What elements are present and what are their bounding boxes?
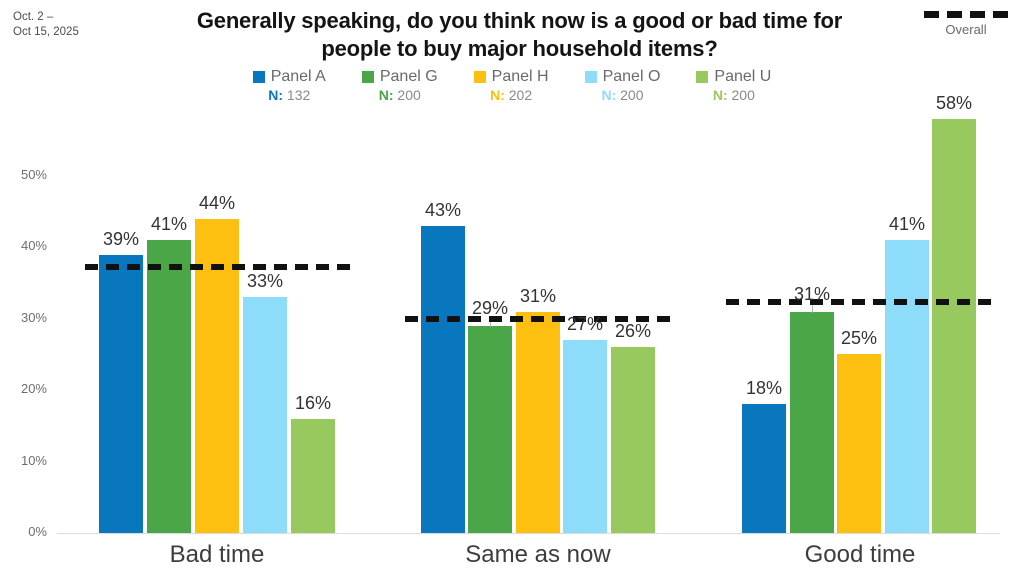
bar-value-label: 27% <box>566 314 604 334</box>
label-connector-line <box>490 317 491 327</box>
n-count: 200 <box>620 87 644 103</box>
bar-value-label: 25% <box>840 328 878 348</box>
panel-a-swatch-icon <box>252 71 265 83</box>
category-label-bad-time: Bad time <box>169 541 265 568</box>
legend-item-panel-o: Panel O N: 200 <box>584 68 661 103</box>
label-connector-line <box>812 303 813 313</box>
bar-bad-time-panel-h <box>195 219 239 533</box>
bar-good-time-panel-g <box>790 312 834 533</box>
legend-label: Panel U <box>714 68 772 85</box>
y-tick-40: 40% <box>20 238 47 253</box>
y-tick-0: 0% <box>28 524 47 539</box>
legend-item-panel-g: Panel G N: 200 <box>361 68 438 103</box>
overall-legend-label: Overall <box>945 22 987 37</box>
panel-u-swatch-icon <box>696 71 709 83</box>
bar-bad-time-panel-g <box>147 240 191 533</box>
bar-value-label: 44% <box>198 193 236 213</box>
bar-same-as-now-panel-u <box>611 347 655 533</box>
date-range: Oct. 2 – Oct 15, 2025 <box>13 10 79 40</box>
bar-value-label: 33% <box>246 271 284 291</box>
y-tick-30: 30% <box>20 310 47 325</box>
bar-good-time-panel-a <box>742 404 786 533</box>
bar-value-label: 26% <box>614 321 652 341</box>
bar-value-label: 41% <box>888 214 926 234</box>
bar-value-label: 39% <box>102 229 140 249</box>
x-axis-line <box>57 533 1000 534</box>
n-prefix: N: <box>490 87 505 103</box>
n-count: 200 <box>397 87 421 103</box>
bar-same-as-now-panel-o <box>563 340 607 533</box>
bar-value-label: 18% <box>745 378 783 398</box>
bar-same-as-now-panel-g <box>468 326 512 533</box>
y-tick-20: 20% <box>20 381 47 396</box>
title-line1: Generally speaking, do you think now is … <box>196 8 843 33</box>
bar-value-label: 41% <box>150 214 188 234</box>
bar-good-time-panel-h <box>837 354 881 533</box>
overall-line-bad-time <box>85 264 350 270</box>
bar-bad-time-panel-a <box>99 255 143 533</box>
legend-item-panel-a: Panel A N: 132 <box>252 68 326 103</box>
legend-item-panel-u: Panel U N: 200 <box>696 68 771 103</box>
legend-item-panel-h: Panel H N: 202 <box>473 68 549 103</box>
bar-value-label: 43% <box>424 200 462 220</box>
category-label-good-time: Good time <box>804 541 916 568</box>
overall-dashed-line-icon <box>924 11 1008 18</box>
page-title: Generally speaking, do you think now is … <box>110 7 929 63</box>
panel-legend: Panel A N: 132 Panel G N: 200 Panel H N:… <box>0 68 1024 103</box>
bar-bad-time-panel-u <box>291 419 335 533</box>
bar-value-label: 16% <box>294 393 332 413</box>
panel-g-swatch-icon <box>361 71 374 83</box>
panel-o-swatch-icon <box>584 71 597 83</box>
overall-line-good-time <box>726 299 993 305</box>
bar-value-label: 58% <box>935 93 973 113</box>
date-range-line1: Oct. 2 – <box>13 11 54 23</box>
bar-value-label: 29% <box>471 298 509 318</box>
overall-legend: Overall <box>924 11 1008 37</box>
category-label-same-as-now: Same as now <box>465 541 611 568</box>
date-range-line2: Oct 15, 2025 <box>13 26 79 38</box>
legend-label: Panel O <box>602 68 661 85</box>
title-line2: people to buy major household items? <box>321 36 718 61</box>
legend-label: Panel H <box>491 68 549 85</box>
n-prefix: N: <box>268 87 284 103</box>
legend-label: Panel G <box>379 68 438 85</box>
n-prefix: N: <box>601 87 617 103</box>
bar-good-time-panel-o <box>885 240 929 533</box>
y-tick-10: 10% <box>20 453 47 468</box>
overall-line-same-as-now <box>405 316 672 322</box>
n-count: 202 <box>508 87 533 103</box>
y-tick-50: 50% <box>20 167 47 182</box>
n-prefix: N: <box>712 87 728 103</box>
panel-h-swatch-icon <box>473 71 486 83</box>
bar-good-time-panel-u <box>932 119 976 533</box>
n-count: 200 <box>731 87 755 103</box>
bar-bad-time-panel-o <box>243 297 287 533</box>
legend-label: Panel A <box>270 68 326 85</box>
bar-value-label: 31% <box>519 286 557 306</box>
n-prefix: N: <box>378 87 394 103</box>
n-count: 132 <box>286 87 311 103</box>
bar-same-as-now-panel-h <box>516 312 560 533</box>
bar-value-label: 31% <box>793 284 831 304</box>
bar-same-as-now-panel-a <box>421 226 465 533</box>
